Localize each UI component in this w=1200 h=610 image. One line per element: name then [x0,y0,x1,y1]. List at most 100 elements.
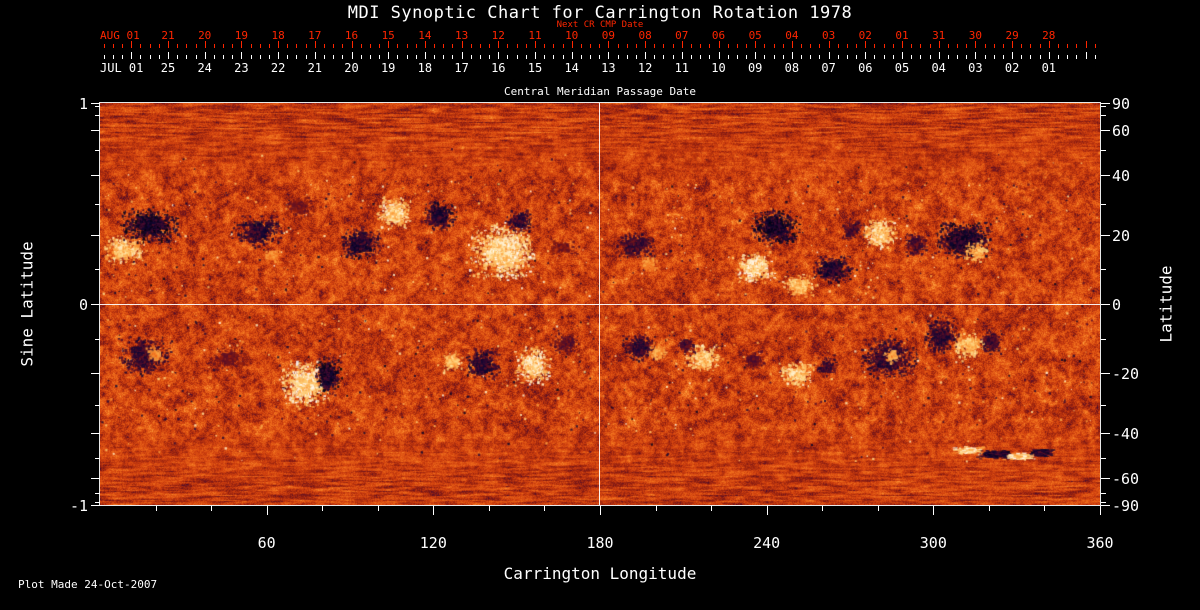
next-cr-month-label: AUG 01 [100,29,140,42]
latitude-tick [1101,338,1106,340]
latitude-tick [1101,404,1106,406]
cmp-date-tick [938,52,940,59]
cmp-date-tick [1076,55,1078,59]
latitude-tick [95,115,100,117]
cmp-date-tick [902,52,903,59]
right-axis-title: Latitude [1156,265,1176,343]
next-cr-date-tick [599,44,601,48]
longitude-tick [988,506,990,511]
cmp-day-label: 20 [344,61,359,75]
next-cr-date-tick [388,41,390,48]
next-cr-date-tick [892,44,894,48]
latitude-tick [1101,457,1106,459]
cmp-date-tick [837,55,839,59]
longitude-tick [1044,506,1046,511]
cmp-date-tick [856,55,858,59]
cmp-date-tick [846,55,848,59]
cmp-date-tick [259,55,261,59]
equator-gridline [100,304,1100,305]
next-cr-day-label: 06 [711,29,726,42]
next-cr-date-tick [1048,41,1050,48]
cmp-date-tick [984,55,986,59]
latitude-tick [91,129,100,131]
next-cr-day-label: 07 [675,29,689,42]
next-cr-date-tick [507,44,509,48]
cmp-date-tick [580,55,582,59]
cmp-day-label: 19 [380,61,396,75]
longitude-tick [822,506,824,511]
next-cr-date-tick [379,44,381,48]
cmp-date-tick [975,52,977,59]
cmp-date-tick [140,55,142,59]
longitude-tick [544,506,546,511]
latitude-tick [1101,103,1110,104]
next-cr-date-tick [700,44,702,48]
latitude-tick [95,501,100,503]
cmp-date-tick [1002,55,1004,59]
cmp-date-tick [470,55,472,59]
next-cr-date-tick [360,44,362,48]
longitude-tick [933,506,935,515]
latitude-tick-label: 40 [1112,166,1131,185]
latitude-tick [91,433,100,435]
latitude-tick [1101,372,1110,374]
next-cr-day-label: 20 [198,29,212,42]
cmp-date-tick [791,52,793,59]
next-cr-date-tick [434,44,436,48]
cmp-date-tick [461,52,463,59]
cmp-day-label: 05 [894,61,910,75]
next-cr-date-tick [305,44,307,48]
cmp-date-tick [562,55,564,59]
cmp-date-tick [168,52,169,59]
latitude-tick-label: -20 [1112,364,1140,383]
cmp-date-tick [874,55,876,59]
next-cr-date-tick [993,44,995,48]
cmp-date-tick [681,52,683,59]
latitude-tick [1101,269,1106,271]
cmp-date-tick [911,55,913,59]
next-cr-day-label: 18 [271,29,285,42]
latitude-tick [1101,235,1110,237]
sine-latitude-tick [91,304,100,305]
cmp-day-label: 25 [160,61,176,75]
next-cr-date-tick [424,41,426,48]
cmp-date-tick [553,55,555,59]
cmp-date-tick [351,52,353,59]
latitude-tick [1101,115,1106,117]
next-cr-date-tick [681,41,683,48]
cmp-date-tick [690,55,692,59]
next-cr-date-tick [654,44,656,48]
cmp-day-label: 04 [931,61,946,75]
latitude-tick [1101,501,1106,503]
cmp-date-tick [507,55,509,59]
next-cr-date-tick [461,41,463,48]
next-cr-date-tick [690,44,692,48]
cmp-date-tick [535,52,536,59]
latitude-tick [95,106,100,108]
cmp-day-label: 01 [1041,61,1057,75]
next-cr-day-label: 04 [785,29,799,42]
sine-latitude-tick-label: 1 [78,95,88,113]
next-cr-day-label: 08 [638,29,652,42]
longitude-tick-label: 240 [753,534,781,552]
cmp-date-tick [204,52,206,59]
next-cr-date-tick [1002,44,1004,48]
longitude-tick [488,506,490,511]
next-cr-date-tick [342,44,344,48]
cmp-day-label: 24 [197,61,212,75]
next-cr-date-tick [663,44,665,48]
cmp-date-tick [544,55,546,59]
next-cr-date-tick [883,44,885,48]
sine-latitude-tick-label: -1 [69,497,88,515]
next-cr-date-tick [865,41,867,48]
plot-footer: Plot Made 24-Oct-2007 [18,578,158,591]
next-cr-day-label: 02 [858,29,872,42]
next-cr-date-tick [516,44,518,48]
next-cr-date-tick [828,41,830,48]
next-cr-date-tick [975,41,977,48]
next-cr-date-tick [727,44,729,48]
sine-latitude-tick [91,505,100,506]
latitude-tick [95,404,100,406]
next-cr-date-tick [406,44,408,48]
cmp-date-tick [1030,55,1032,59]
